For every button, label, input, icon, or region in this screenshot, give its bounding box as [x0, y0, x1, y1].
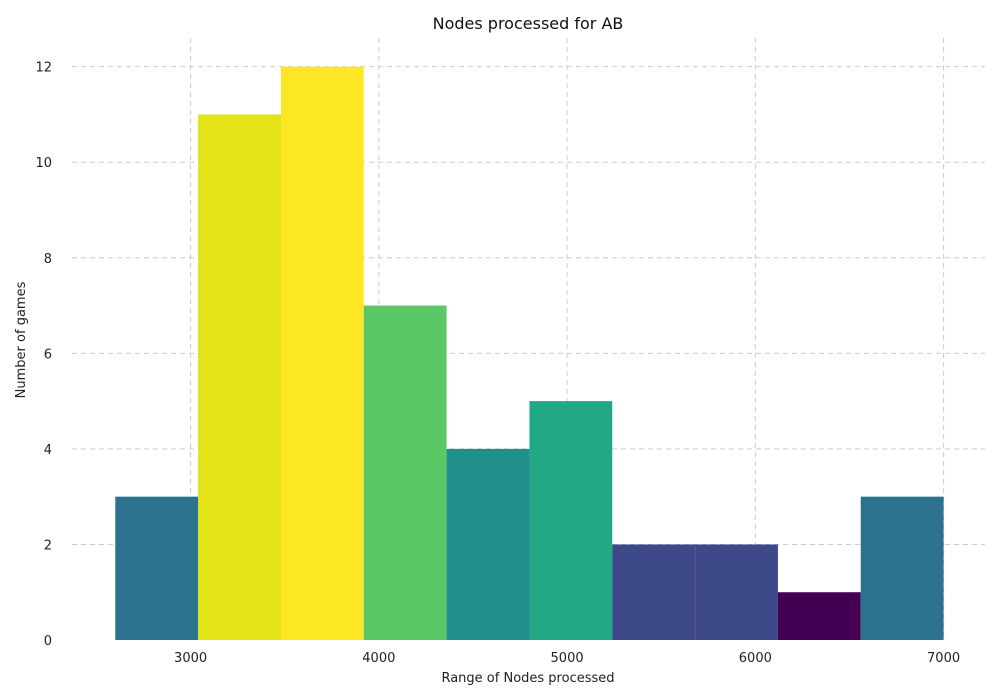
histogram-bar	[529, 401, 613, 640]
x-tick-label: 5000	[551, 651, 584, 666]
histogram-bar	[777, 592, 861, 640]
x-tick-label: 3000	[174, 651, 207, 666]
x-tick-label: 7000	[927, 651, 960, 666]
histogram-bar	[612, 544, 696, 640]
histogram-bar	[115, 496, 199, 640]
chart-title: Nodes processed for AB	[433, 14, 624, 33]
histogram-bar	[363, 305, 447, 640]
y-tick-label: 6	[44, 347, 52, 362]
histogram-bar	[280, 66, 364, 640]
histogram-bar	[198, 114, 281, 640]
x-tick-label: 6000	[739, 651, 772, 666]
y-tick-label: 4	[44, 443, 52, 458]
x-axis-label: Range of Nodes processed	[441, 671, 614, 686]
histogram-bar	[860, 496, 944, 640]
y-tick-label: 0	[44, 634, 52, 649]
y-tick-label: 8	[44, 252, 52, 267]
bars	[115, 66, 944, 640]
x-tick-label: 4000	[362, 651, 395, 666]
y-tick-label: 12	[35, 61, 52, 76]
y-axis-label: Number of games	[14, 281, 29, 398]
histogram-bar	[695, 544, 778, 640]
y-tick-label: 2	[44, 538, 52, 553]
y-tick-label: 10	[35, 156, 52, 171]
histogram-bar	[446, 448, 530, 640]
tick-labels: 0 2 4 6 8 10 12 3000 4000 5000 6000 7000	[35, 61, 960, 666]
